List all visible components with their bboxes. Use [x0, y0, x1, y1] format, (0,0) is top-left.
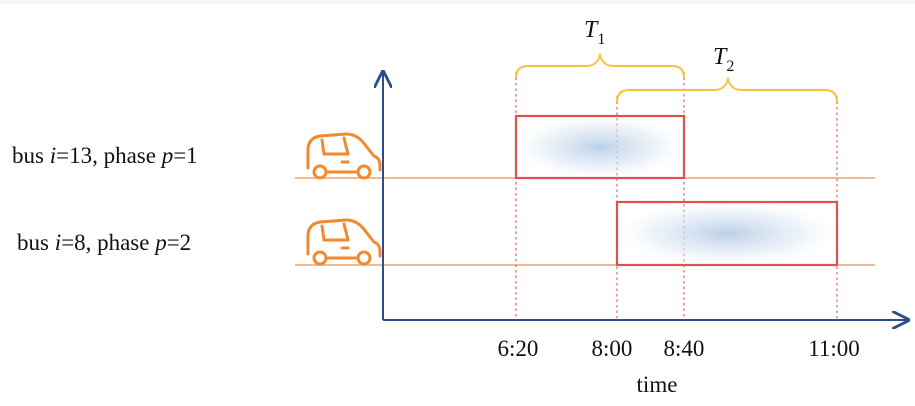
brace-t2-label: T2 [713, 44, 734, 75]
interval-box-row-1 [514, 114, 686, 180]
tick-label-11-00: 11:00 [808, 336, 860, 361]
interval-box-row-2 [615, 200, 839, 267]
brace-t1 [515, 53, 685, 79]
brace-t1-label: T1 [584, 17, 605, 48]
row-2-label: bus i=8, phase p=2 [17, 230, 191, 255]
tick-label-6-20: 6:20 [498, 336, 539, 361]
tick-label-8-40: 8:40 [664, 336, 705, 361]
tick-label-8-00: 8:00 [592, 336, 633, 361]
axis-label: time [637, 372, 678, 397]
brace-t2 [616, 77, 838, 103]
car-icon [306, 218, 382, 266]
car-icon [306, 132, 382, 180]
row-1-label: bus i=13, phase p=1 [12, 143, 198, 168]
guide-lines [515, 72, 838, 318]
